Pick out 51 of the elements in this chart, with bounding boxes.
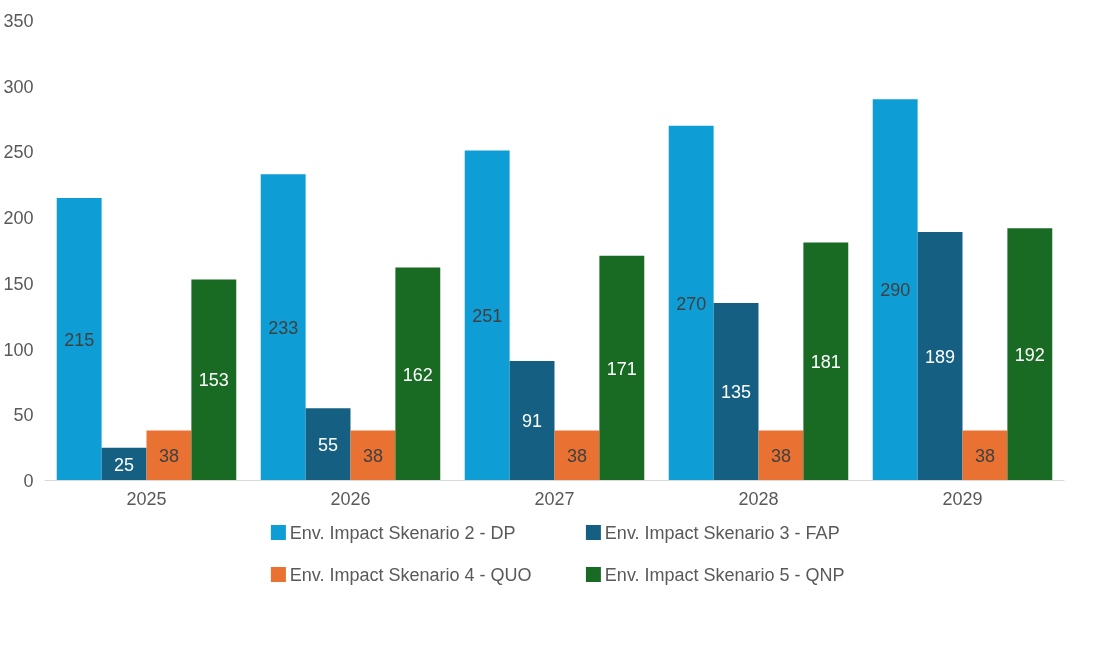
bar (395, 267, 441, 481)
y-tick-label: 50 (13, 405, 34, 426)
bar (872, 99, 918, 481)
data-label: 91 (522, 411, 543, 432)
data-label: 192 (1014, 344, 1045, 365)
y-tick-label: 100 (3, 339, 34, 360)
x-tick-label: 2025 (126, 488, 167, 509)
y-tick-label: 350 (3, 11, 34, 31)
data-label: 181 (810, 352, 841, 373)
y-tick-label: 200 (3, 208, 34, 229)
bar (191, 279, 237, 481)
data-label: 153 (198, 370, 229, 391)
y-tick-label: 0 (23, 471, 34, 491)
data-label: 251 (472, 306, 503, 327)
bar (509, 360, 555, 481)
data-label: 171 (606, 358, 637, 379)
bar (917, 232, 963, 481)
bar (260, 174, 306, 481)
y-tick-label: 250 (3, 142, 34, 163)
data-label: 38 (362, 446, 383, 467)
bar (803, 242, 849, 481)
bar (56, 197, 102, 481)
y-tick-label: 150 (3, 273, 34, 294)
data-label: 215 (64, 329, 95, 350)
bar (713, 303, 759, 481)
x-tick-label: 2028 (738, 488, 779, 509)
bar (599, 255, 645, 481)
data-label: 25 (114, 454, 135, 475)
data-label: 38 (158, 446, 179, 467)
data-label: 38 (770, 446, 791, 467)
bar (464, 150, 510, 481)
data-label: 55 (318, 434, 339, 455)
bar (1007, 228, 1053, 481)
bar (305, 408, 351, 481)
data-label: 38 (974, 446, 995, 467)
x-tick-label: 2027 (534, 488, 575, 509)
data-label: 135 (721, 382, 752, 403)
data-label: 189 (925, 346, 956, 367)
data-label: 162 (402, 364, 433, 385)
legend-label: Env. Impact Skenario 3 - FAP (604, 522, 840, 543)
legend-label: Env. Impact Skenario 4 - QUO (289, 564, 532, 585)
legend-label: Env. Impact Skenario 2 - DP (289, 522, 516, 543)
data-label: 233 (268, 317, 299, 338)
x-tick-label: 2029 (942, 488, 983, 509)
data-label: 38 (566, 446, 587, 467)
data-label: 290 (880, 280, 911, 301)
bar (668, 125, 714, 481)
data-label: 270 (676, 293, 707, 314)
legend-label: Env. Impact Skenario 5 - QNP (604, 564, 845, 585)
x-tick-label: 2026 (330, 488, 371, 509)
y-tick-label: 300 (3, 76, 34, 97)
